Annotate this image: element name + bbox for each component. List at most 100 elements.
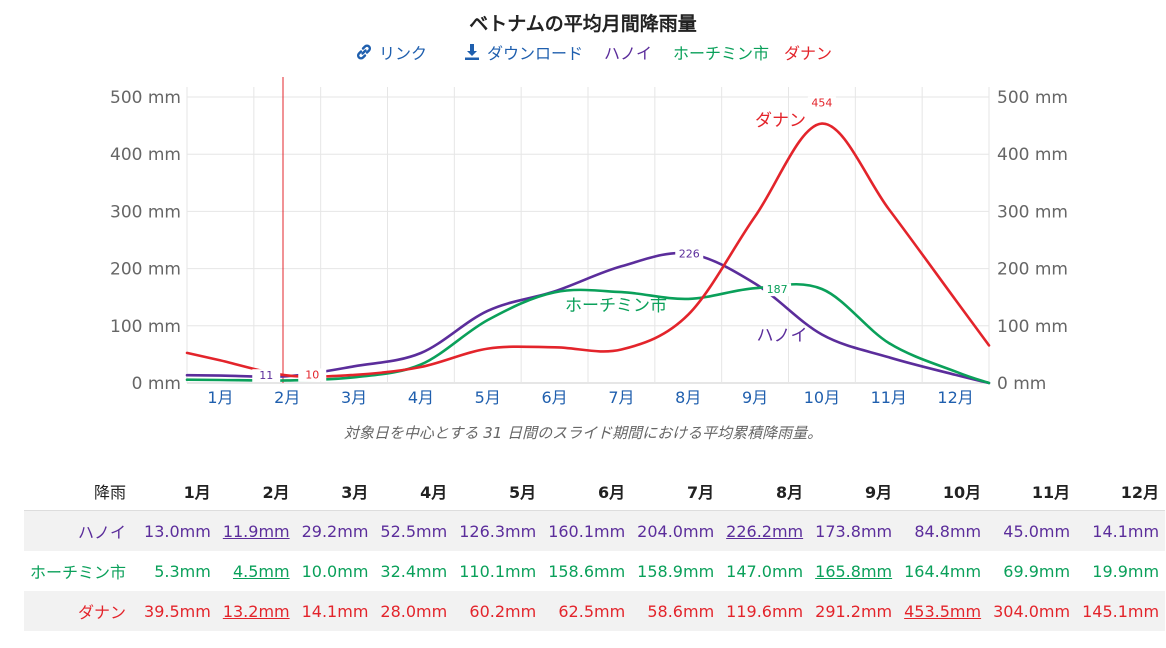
table-cell: 39.5mm [138, 591, 217, 631]
table-cell: 158.6mm [548, 561, 626, 581]
download-button[interactable]: ダウンロード [463, 40, 583, 64]
x-tick-label: 11月 [871, 388, 907, 407]
table-cell: 304.0mm [987, 591, 1077, 631]
table-cell: 110.1mm [459, 561, 537, 581]
table-header-row: 降雨 1月 2月 3月 4月 5月 6月 7月 8月 9月 10月 11月 12… [24, 472, 1165, 511]
table-cell: 14.1mm [1076, 510, 1166, 551]
table-cell: 160.1mm [542, 510, 632, 551]
y-tick-label-right: 500 mm [997, 88, 1068, 108]
table-cell: 11.9mm [216, 510, 296, 551]
chart-caption: 対象日を中心とする 31 日間のスライド期間における平均累積降雨量。 [343, 424, 823, 442]
y-tick-label-left: 0 mm [132, 374, 181, 394]
series-label: ハノイ [757, 326, 808, 346]
y-tick-label-right: 300 mm [997, 202, 1068, 222]
value-label-bg [298, 368, 327, 382]
table-column-header: 12月 [1120, 483, 1160, 502]
value-label: 10 [305, 368, 319, 381]
table-row: ホーチミン市 5.3mm 4.5mm 10.0mm 32.4mm 110.1mm 158.6… [24, 551, 1165, 591]
download-label: ダウンロード [487, 44, 584, 63]
value-label: 11 [259, 369, 273, 382]
table-row-label: ダナン [24, 591, 139, 631]
value-label-bg [807, 96, 836, 110]
value-label: 226 [679, 248, 700, 261]
table-cell: 84.8mm [898, 510, 988, 551]
chart-toolbar: リンク ダウンロード ハノイ ホーチミン市 ダナン [0, 40, 1166, 66]
rainfall-table: 降雨 1月 2月 3月 4月 5月 6月 7月 8月 9月 10月 11月 12… [24, 472, 1166, 631]
x-tick-label: 8月 [675, 388, 701, 407]
y-tick-label-left: 500 mm [110, 88, 181, 108]
table-cell: 158.9mm [637, 561, 715, 581]
table-cell: 14.1mm [295, 591, 375, 631]
table-column-header: 4月 [420, 483, 448, 502]
table-cell: 58.6mm [631, 591, 721, 631]
table-cell: 119.6mm [720, 591, 810, 631]
y-tick-label-left: 300 mm [110, 202, 181, 222]
table-cell: 69.9mm [1003, 561, 1071, 581]
table-cell: 145.1mm [1076, 591, 1166, 631]
table-cell: 28.0mm [374, 591, 454, 631]
table-column-header: 8月 [776, 483, 804, 502]
series-label: ダナン [755, 111, 806, 131]
table-cell: 19.9mm [1092, 561, 1160, 581]
y-tick-label-left: 400 mm [110, 145, 181, 165]
table-column-header: 2月 [262, 483, 290, 502]
x-tick-label: 7月 [608, 388, 634, 407]
table-cell: 164.4mm [904, 561, 982, 581]
rainfall-chart: 0 mm 0 mm 100 mm 100 mm 200 mm 200 mm 300 mm 30… [110, 77, 1068, 407]
y-tick-label-right: 100 mm [997, 317, 1068, 337]
table-cell: 29.2mm [295, 510, 375, 551]
legend-danang[interactable]: ダナン [784, 44, 833, 63]
x-tick-label: 12月 [937, 388, 973, 407]
table-cell: 173.8mm [809, 510, 899, 551]
table-cell: 453.5mm [898, 591, 988, 631]
table-row-label: ホーチミン市 [30, 563, 127, 582]
link-button[interactable]: リンク [355, 40, 427, 64]
table-column-header: 11月 [1031, 483, 1071, 502]
table-cell: 226.2mm [720, 510, 810, 551]
table-column-header: 1月 [183, 483, 211, 502]
value-label-bg [763, 283, 792, 297]
table-cell: 165.8mm [815, 561, 893, 581]
table-row-label: ハノイ [24, 510, 139, 551]
y-tick-label-right: 400 mm [997, 145, 1068, 165]
legend-hanoi[interactable]: ハノイ [604, 44, 653, 63]
table-column-header: 6月 [598, 483, 626, 502]
table-column-header: 5月 [509, 483, 537, 502]
value-label: 187 [767, 283, 788, 296]
table-cell: 32.4mm [380, 561, 448, 581]
x-tick-label: 3月 [341, 388, 367, 407]
series-label: ホーチミン市 [565, 296, 667, 316]
table-cell: 10.0mm [301, 561, 369, 581]
table-cell: 13.0mm [138, 510, 217, 551]
value-label: 454 [811, 97, 832, 110]
table-column-header: 10月 [942, 483, 982, 502]
y-tick-label-right: 0 mm [997, 374, 1046, 394]
table-cell: 4.5mm [232, 561, 290, 581]
y-tick-label-left: 100 mm [110, 317, 181, 337]
download-icon [465, 44, 479, 60]
value-label-bg [675, 247, 704, 261]
x-tick-label: 2月 [274, 388, 300, 407]
link-label: リンク [379, 44, 428, 63]
table-column-header: 9月 [864, 483, 893, 502]
table-cell: 60.2mm [453, 591, 543, 631]
x-tick-label: 4月 [408, 388, 434, 407]
table-cell: 52.5mm [374, 510, 454, 551]
table-row: ダナン 39.5mm 13.2mm 14.1mm 28.0mm 60.2mm 62.5mm 5… [24, 591, 1166, 631]
y-tick-label-left: 200 mm [110, 260, 181, 280]
table-cell: 45.0mm [987, 510, 1077, 551]
table-cell: 126.3mm [453, 510, 543, 551]
table-cell: 13.2mm [216, 591, 296, 631]
legend-hochiminh[interactable]: ホーチミン市 [673, 44, 770, 63]
link-icon [356, 44, 372, 60]
table-cell: 62.5mm [542, 591, 632, 631]
x-tick-label: 6月 [541, 388, 567, 407]
table-column-header: 3月 [341, 483, 369, 502]
x-tick-label: 5月 [475, 388, 501, 407]
table-cell: 204.0mm [631, 510, 721, 551]
value-label-bg [252, 369, 281, 383]
x-tick-label: 1月 [207, 388, 233, 407]
y-tick-label-right: 200 mm [997, 260, 1068, 280]
x-tick-label: 10月 [804, 388, 840, 407]
table-cell: 147.0mm [726, 561, 804, 581]
